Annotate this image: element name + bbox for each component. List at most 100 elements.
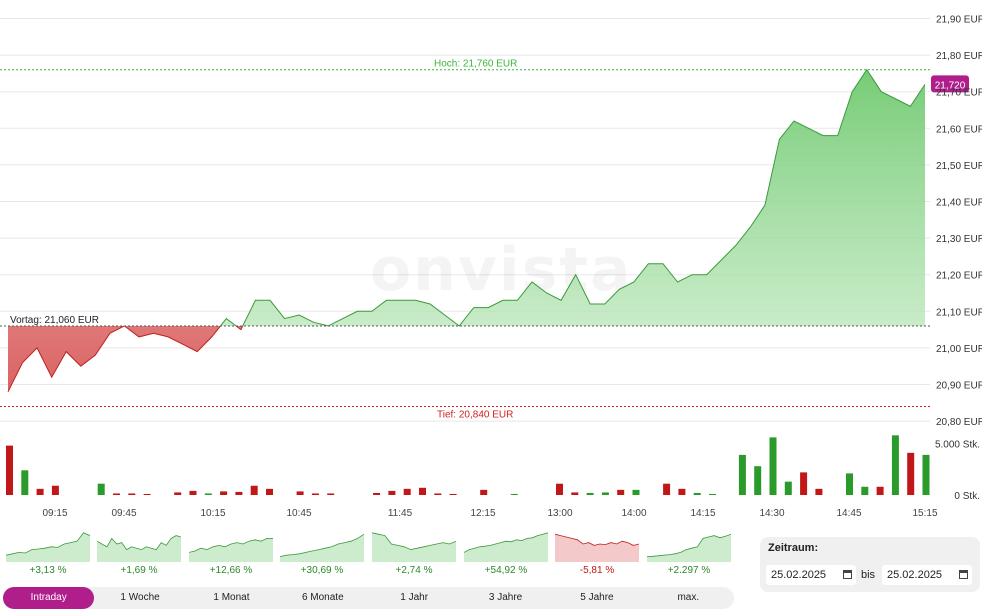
volume-bar bbox=[480, 489, 488, 495]
sparkline-area bbox=[555, 534, 639, 562]
period-tab[interactable]: 3 Jahre bbox=[488, 592, 523, 603]
y-tick-label: 21,30 EUR bbox=[936, 234, 982, 245]
sparkline-tile[interactable]: +54,92 % bbox=[464, 524, 548, 582]
sparkline-tile[interactable]: +3,13 % bbox=[6, 524, 90, 582]
volume-tick-label: 0 Stk. bbox=[954, 491, 980, 502]
performance-value: +1,69 % bbox=[120, 565, 158, 576]
sparkline-tile[interactable]: +12,66 % bbox=[189, 524, 273, 582]
volume-bar bbox=[891, 435, 899, 495]
grid-lines bbox=[0, 18, 930, 422]
performance-sparklines: +3,13 % +1,69 % +12,66 % +30,69 % +2,74 % +54… bbox=[6, 524, 736, 582]
x-tick-label: 11:45 bbox=[388, 508, 413, 519]
last-price-badge bbox=[931, 75, 969, 93]
volume-bar bbox=[709, 493, 716, 495]
sparkline-area bbox=[189, 538, 273, 562]
volume-bar bbox=[663, 483, 671, 495]
sparkline-tile[interactable]: -5,81 % bbox=[555, 524, 639, 582]
period-tab[interactable]: max. bbox=[677, 592, 700, 603]
volume-bar bbox=[510, 493, 518, 495]
sparkline-chart bbox=[189, 538, 273, 562]
date-to-input[interactable]: 25.02.2025 bbox=[882, 565, 972, 585]
period-tab[interactable]: 6 Monate bbox=[301, 592, 344, 603]
volume-bar bbox=[678, 488, 686, 495]
y-tick-label: 20,90 EUR bbox=[936, 381, 982, 392]
volume-bar bbox=[571, 492, 579, 495]
volume-bars: 5.000 Stk. 0 Stk. bbox=[6, 435, 980, 502]
price-chart: onvista Hoch: 21,760 EUR Tief: 20,840 EUR… bbox=[0, 15, 982, 519]
period-tab[interactable]: 5 Jahre bbox=[580, 592, 614, 603]
volume-bar bbox=[6, 445, 13, 495]
sparkline-tile[interactable]: +2,74 % bbox=[372, 524, 456, 582]
x-tick-label: 14:45 bbox=[836, 508, 861, 519]
performance-value: -5,81 % bbox=[579, 565, 615, 576]
volume-bar bbox=[51, 485, 59, 495]
performance-value: +12,66 % bbox=[209, 565, 253, 576]
volume-bar bbox=[617, 489, 625, 495]
volume-bar bbox=[311, 493, 319, 495]
y-tick-label: 21,00 EUR bbox=[936, 344, 982, 355]
price-line-up bbox=[123, 68, 926, 326]
price-area-down bbox=[8, 325, 243, 392]
x-tick-label: 10:45 bbox=[286, 508, 311, 519]
sparkline-tile[interactable]: +2.297 % bbox=[647, 524, 731, 582]
volume-bar bbox=[128, 493, 136, 495]
y-tick-label: 21,80 EUR bbox=[936, 51, 982, 62]
period-tab[interactable]: Intraday bbox=[3, 587, 95, 609]
date-to-value: 25.02.2025 bbox=[887, 569, 943, 581]
calendar-icon[interactable] bbox=[843, 570, 852, 579]
volume-bar bbox=[769, 437, 777, 495]
sparkline-chart bbox=[6, 532, 90, 562]
sparkline-line bbox=[280, 533, 364, 557]
sparkline-area bbox=[6, 532, 90, 562]
date-range-label: Zeitraum: bbox=[768, 542, 819, 554]
volume-bar bbox=[693, 492, 701, 495]
sparkline-tile[interactable]: +30,69 % bbox=[280, 524, 364, 582]
volume-bar bbox=[36, 488, 44, 495]
sparkline-chart bbox=[372, 532, 456, 562]
x-axis: 09:15 09:45 10:15 10:45 11:45 12:15 13:00 14:00… bbox=[42, 508, 937, 519]
volume-bar bbox=[861, 486, 869, 495]
y-tick-label: 21,90 EUR bbox=[936, 15, 982, 26]
volume-bar bbox=[235, 491, 243, 495]
reference-lines: Hoch: 21,760 EUR Tief: 20,840 EUR Vortag: … bbox=[0, 59, 969, 420]
volume-bar bbox=[204, 493, 212, 495]
volume-bar bbox=[403, 488, 411, 495]
date-range-panel: Zeitraum: 25.02.2025 bis 25.02.2025 bbox=[760, 537, 980, 592]
sparkline-area bbox=[372, 532, 456, 562]
sparkline-line bbox=[555, 533, 639, 546]
sparkline-area bbox=[647, 534, 731, 562]
y-tick-label: 20,80 EUR bbox=[936, 417, 982, 428]
volume-bar bbox=[113, 493, 120, 495]
x-tick-label: 15:15 bbox=[912, 508, 937, 519]
sparkline-chart bbox=[97, 535, 181, 562]
volume-bar bbox=[449, 493, 457, 495]
sparkline-chart bbox=[464, 532, 548, 562]
performance-value: +3,13 % bbox=[29, 565, 67, 576]
previous-close-line-label: Vortag: 21,060 EUR bbox=[10, 315, 99, 326]
volume-bar bbox=[632, 489, 640, 495]
y-tick-label: 21,50 EUR bbox=[936, 161, 982, 172]
date-from-input[interactable]: 25.02.2025 bbox=[766, 565, 856, 585]
volume-bar bbox=[922, 454, 930, 495]
sparkline-line bbox=[647, 533, 731, 557]
period-tab[interactable]: 1 Woche bbox=[120, 592, 160, 603]
volume-bar bbox=[327, 493, 335, 495]
volume-bar bbox=[21, 470, 29, 495]
period-tab[interactable]: 1 Monat bbox=[213, 592, 250, 603]
volume-bar bbox=[784, 481, 792, 495]
sparkline-area bbox=[97, 535, 181, 562]
date-from-value: 25.02.2025 bbox=[771, 569, 827, 581]
period-tab[interactable]: 1 Jahr bbox=[400, 592, 429, 603]
y-axis: 21,90 EUR 21,80 EUR 21,70 EUR 21,60 EUR 21,5… bbox=[936, 15, 982, 429]
sparkline-line bbox=[464, 532, 548, 553]
sparkline-tile[interactable]: +1,69 % bbox=[97, 524, 181, 582]
volume-bar bbox=[388, 490, 396, 495]
price-area-up bbox=[8, 69, 925, 326]
price-line-down bbox=[7, 325, 460, 393]
calendar-icon[interactable] bbox=[959, 570, 968, 579]
volume-bar bbox=[220, 491, 228, 495]
sparkline-area bbox=[464, 532, 548, 562]
volume-bar bbox=[846, 473, 853, 495]
volume-bar bbox=[800, 472, 808, 495]
volume-bar bbox=[143, 493, 151, 495]
